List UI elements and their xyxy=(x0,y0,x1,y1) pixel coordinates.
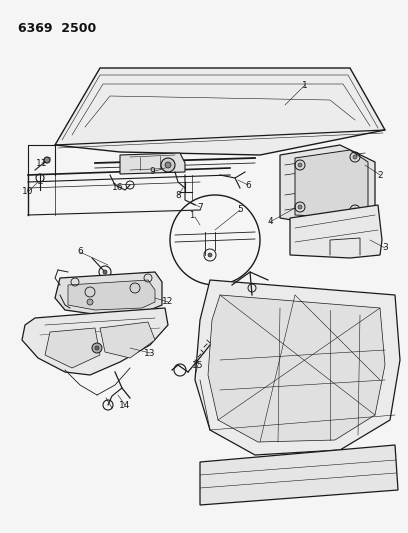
Polygon shape xyxy=(295,150,368,218)
Text: 8: 8 xyxy=(175,190,181,199)
Circle shape xyxy=(208,253,212,257)
Circle shape xyxy=(95,346,99,350)
Circle shape xyxy=(44,157,50,163)
Polygon shape xyxy=(45,328,100,368)
Text: 3: 3 xyxy=(382,244,388,253)
Text: 6369  2500: 6369 2500 xyxy=(18,22,96,35)
Text: 15: 15 xyxy=(192,360,204,369)
Circle shape xyxy=(165,162,171,168)
Text: 4: 4 xyxy=(267,217,273,227)
Polygon shape xyxy=(100,322,155,358)
Text: 5: 5 xyxy=(237,206,243,214)
Circle shape xyxy=(103,270,107,274)
Polygon shape xyxy=(120,153,185,174)
Circle shape xyxy=(353,155,357,159)
Text: 14: 14 xyxy=(119,400,131,409)
Polygon shape xyxy=(55,272,162,315)
Text: 6: 6 xyxy=(77,247,83,256)
Polygon shape xyxy=(195,280,400,455)
Circle shape xyxy=(92,343,102,353)
Text: 12: 12 xyxy=(162,297,174,306)
Circle shape xyxy=(161,158,175,172)
Text: 16: 16 xyxy=(112,183,124,192)
Text: 11: 11 xyxy=(36,158,48,167)
Text: 9: 9 xyxy=(149,167,155,176)
Polygon shape xyxy=(22,308,168,375)
Text: 1: 1 xyxy=(189,211,195,220)
Polygon shape xyxy=(55,68,385,155)
Polygon shape xyxy=(68,280,155,310)
Circle shape xyxy=(298,205,302,209)
Polygon shape xyxy=(200,445,398,505)
Text: 6: 6 xyxy=(245,181,251,190)
Circle shape xyxy=(353,208,357,212)
Circle shape xyxy=(87,299,93,305)
Circle shape xyxy=(298,163,302,167)
Text: 7: 7 xyxy=(197,203,203,212)
Text: 1: 1 xyxy=(302,80,308,90)
Text: 13: 13 xyxy=(144,349,156,358)
Text: 10: 10 xyxy=(22,188,34,197)
Text: 2: 2 xyxy=(377,171,383,180)
Polygon shape xyxy=(208,295,385,442)
Polygon shape xyxy=(290,205,382,258)
Polygon shape xyxy=(280,145,375,228)
